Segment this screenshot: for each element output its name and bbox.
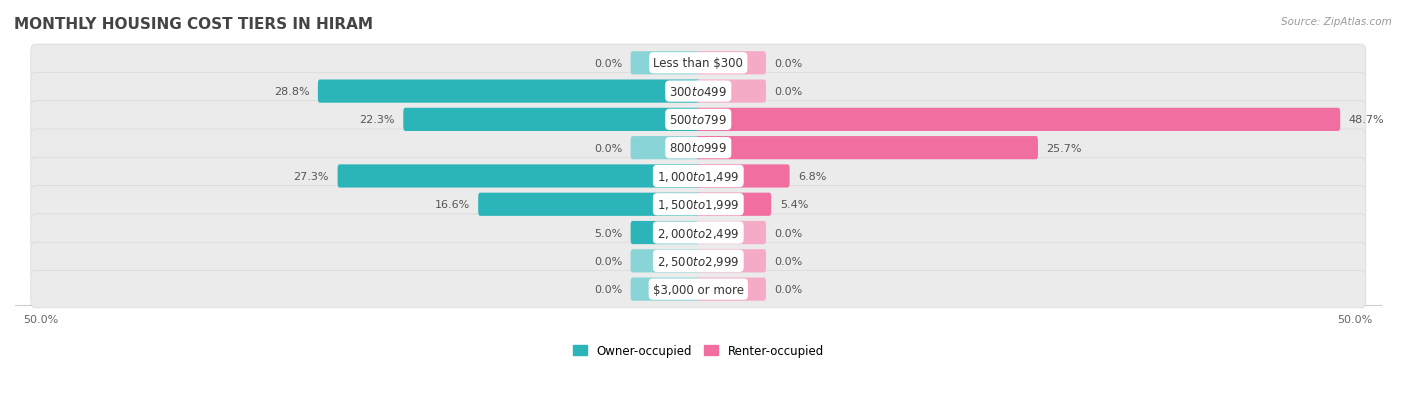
FancyBboxPatch shape: [696, 193, 772, 216]
FancyBboxPatch shape: [696, 278, 766, 301]
FancyBboxPatch shape: [478, 193, 700, 216]
FancyBboxPatch shape: [31, 73, 1365, 111]
Text: 27.3%: 27.3%: [294, 171, 329, 182]
FancyBboxPatch shape: [696, 165, 790, 188]
FancyBboxPatch shape: [631, 278, 700, 301]
Text: 28.8%: 28.8%: [274, 87, 309, 97]
Text: 0.0%: 0.0%: [593, 143, 621, 153]
FancyBboxPatch shape: [404, 109, 700, 132]
FancyBboxPatch shape: [696, 109, 1340, 132]
Text: $500 to $799: $500 to $799: [669, 114, 727, 126]
FancyBboxPatch shape: [31, 186, 1365, 223]
FancyBboxPatch shape: [31, 45, 1365, 82]
FancyBboxPatch shape: [318, 80, 700, 103]
FancyBboxPatch shape: [696, 221, 766, 244]
FancyBboxPatch shape: [31, 130, 1365, 167]
Text: 0.0%: 0.0%: [775, 87, 803, 97]
Text: 16.6%: 16.6%: [434, 200, 470, 210]
Text: 0.0%: 0.0%: [593, 59, 621, 69]
Legend: Owner-occupied, Renter-occupied: Owner-occupied, Renter-occupied: [568, 339, 828, 362]
Text: 0.0%: 0.0%: [593, 285, 621, 294]
Text: Source: ZipAtlas.com: Source: ZipAtlas.com: [1281, 17, 1392, 26]
FancyBboxPatch shape: [696, 137, 1038, 160]
FancyBboxPatch shape: [631, 221, 700, 244]
Text: 0.0%: 0.0%: [593, 256, 621, 266]
Text: 0.0%: 0.0%: [775, 285, 803, 294]
Text: 5.4%: 5.4%: [780, 200, 808, 210]
FancyBboxPatch shape: [696, 249, 766, 273]
Text: 0.0%: 0.0%: [775, 59, 803, 69]
Text: $2,000 to $2,499: $2,000 to $2,499: [657, 226, 740, 240]
FancyBboxPatch shape: [631, 137, 700, 160]
Text: $800 to $999: $800 to $999: [669, 142, 727, 155]
Text: 22.3%: 22.3%: [360, 115, 395, 125]
FancyBboxPatch shape: [631, 249, 700, 273]
Text: 48.7%: 48.7%: [1348, 115, 1385, 125]
FancyBboxPatch shape: [31, 271, 1365, 308]
Text: Less than $300: Less than $300: [654, 57, 744, 70]
Text: 0.0%: 0.0%: [775, 256, 803, 266]
Text: $300 to $499: $300 to $499: [669, 85, 727, 98]
Text: 0.0%: 0.0%: [775, 228, 803, 238]
FancyBboxPatch shape: [631, 52, 700, 75]
Text: $3,000 or more: $3,000 or more: [652, 283, 744, 296]
FancyBboxPatch shape: [696, 80, 766, 103]
FancyBboxPatch shape: [31, 158, 1365, 195]
FancyBboxPatch shape: [31, 214, 1365, 252]
FancyBboxPatch shape: [31, 102, 1365, 139]
Text: 25.7%: 25.7%: [1046, 143, 1083, 153]
Text: $2,500 to $2,999: $2,500 to $2,999: [657, 254, 740, 268]
Text: 6.8%: 6.8%: [799, 171, 827, 182]
FancyBboxPatch shape: [337, 165, 700, 188]
FancyBboxPatch shape: [696, 52, 766, 75]
Text: 5.0%: 5.0%: [593, 228, 621, 238]
FancyBboxPatch shape: [31, 242, 1365, 280]
Text: $1,000 to $1,499: $1,000 to $1,499: [657, 170, 740, 183]
Text: MONTHLY HOUSING COST TIERS IN HIRAM: MONTHLY HOUSING COST TIERS IN HIRAM: [14, 17, 373, 31]
Text: $1,500 to $1,999: $1,500 to $1,999: [657, 198, 740, 212]
